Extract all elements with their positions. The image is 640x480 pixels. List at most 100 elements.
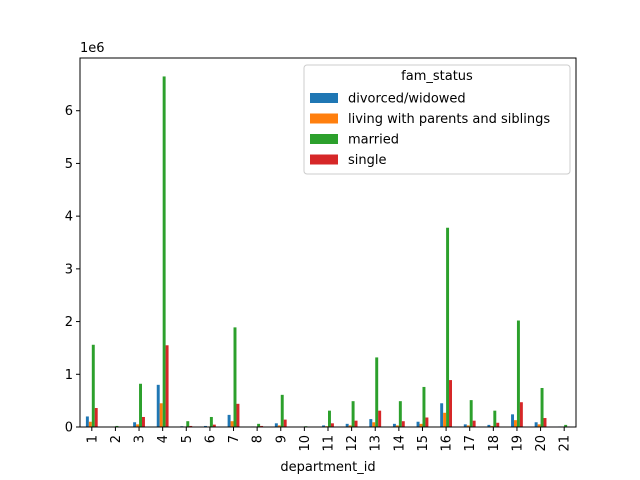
x-tick-label: 15: [416, 435, 431, 452]
bar-19-married: [516, 320, 520, 427]
bar-6-divorced-widowed: [204, 425, 207, 427]
bar-18-married: [493, 410, 497, 427]
x-tick-label: 19: [510, 435, 525, 452]
bar-3-divorced-widowed: [133, 422, 137, 427]
bar-16-living-with-parents-and-siblings: [443, 412, 447, 427]
legend-item-label: married: [348, 133, 399, 148]
bar-13-divorced-widowed: [369, 419, 373, 427]
legend-swatch: [310, 113, 338, 124]
x-tick-label: 2: [109, 435, 124, 443]
bar-14-married: [398, 401, 402, 427]
x-tick-label: 16: [440, 435, 455, 452]
x-tick-label: 9: [274, 435, 289, 443]
bar-11-single: [330, 423, 334, 427]
bar-17-living-with-parents-and-siblings: [466, 425, 470, 427]
bar-1-living-with-parents-and-siblings: [88, 421, 92, 427]
bar-3-single: [142, 416, 145, 427]
legend-box: [303, 64, 571, 175]
bar-16-single: [449, 380, 452, 427]
y-tick-label: 2: [65, 315, 73, 330]
bar-14-single: [401, 421, 405, 427]
x-tick-label: 8: [251, 435, 266, 443]
bar-12-living-with-parents-and-siblings: [348, 425, 352, 427]
bar-13-married: [375, 357, 379, 427]
x-tick-label: 21: [558, 435, 573, 452]
bar-20-single: [543, 418, 547, 427]
bar-15-divorced-widowed: [416, 421, 420, 427]
y-tick-label: 1: [65, 368, 73, 383]
y-tick-label: 6: [65, 104, 73, 119]
bar-8-single: [260, 425, 264, 427]
bar-5-single: [189, 425, 193, 427]
bar-4-living-with-parents-and-siblings: [159, 403, 163, 427]
bar-7-divorced-widowed: [227, 414, 231, 427]
bar-17-divorced-widowed: [463, 424, 467, 427]
bar-4-married: [162, 76, 166, 427]
y-axis: 0 1 2 3 4 5 6: [65, 104, 80, 436]
bar-20-married: [540, 387, 544, 427]
y-tick-label: 3: [65, 262, 73, 277]
legend: fam_status divorced/widowed living with p…: [303, 64, 571, 175]
bar-16-divorced-widowed: [440, 403, 444, 427]
bar-9-living-with-parents-and-siblings: [277, 425, 281, 427]
x-tick-label: 6: [203, 435, 218, 443]
legend-item-label: divorced/widowed: [348, 92, 466, 107]
bar-2-married: [115, 425, 119, 427]
bar-7-single: [236, 403, 240, 427]
bar-15-single: [425, 417, 429, 427]
bar-9-single: [283, 419, 287, 427]
y-scale-label: 1e6: [80, 41, 105, 56]
x-axis: 1 2 3 4 5 6 7 8 9 10 11 12 13 14 15 16 17 18 19 20 21: [85, 427, 573, 452]
bar-4-single: [165, 345, 169, 427]
bar-15-living-with-parents-and-siblings: [419, 423, 423, 427]
bar-17-married: [469, 400, 473, 427]
x-tick-label: 11: [322, 435, 337, 452]
bar-1-single: [94, 408, 98, 427]
bar-14-divorced-widowed: [392, 423, 396, 427]
x-tick-label: 3: [133, 435, 148, 443]
legend-swatch: [310, 93, 338, 103]
bar-20-divorced-widowed: [534, 422, 538, 427]
bar-14-living-with-parents-and-siblings: [395, 425, 399, 427]
bar-17-single: [472, 420, 476, 427]
bar-18-divorced-widowed: [487, 424, 491, 427]
x-tick-label: 17: [463, 435, 478, 452]
bar-7-married: [233, 327, 237, 427]
bar-9-divorced-widowed: [274, 423, 278, 427]
legend-items: divorced/widowed living with parents and …: [310, 92, 550, 168]
bar-12-divorced-widowed: [345, 423, 349, 427]
bar-6-married: [209, 416, 213, 427]
bar-19-living-with-parents-and-siblings: [514, 420, 517, 427]
x-tick-label: 10: [298, 435, 313, 452]
bar-13-single: [378, 410, 382, 427]
bar-8-married: [257, 423, 261, 427]
bar-20-living-with-parents-and-siblings: [537, 424, 541, 427]
legend-swatch: [310, 134, 338, 144]
bar-18-single: [496, 422, 500, 427]
bar-6-single: [212, 424, 216, 427]
legend-swatch: [310, 154, 338, 165]
bar-19-divorced-widowed: [511, 414, 514, 427]
bar-12-married: [351, 401, 355, 427]
bar-12-single: [354, 420, 358, 427]
x-tick-label: 12: [345, 435, 360, 452]
bar-3-married: [139, 383, 142, 427]
bar-13-living-with-parents-and-siblings: [372, 422, 376, 427]
y-tick-label: 4: [65, 210, 73, 225]
bar-9-married: [280, 394, 284, 427]
x-tick-label: 5: [180, 435, 195, 443]
bar-19-single: [519, 402, 523, 427]
bars-group: [85, 76, 571, 427]
x-tick-label: 7: [227, 435, 242, 443]
bar-11-divorced-widowed: [322, 425, 326, 427]
y-tick-label: 0: [65, 421, 73, 436]
legend-item-label: living with parents and siblings: [348, 112, 550, 127]
bar-5-married: [186, 421, 190, 427]
bar-16-married: [446, 227, 450, 427]
x-tick-label: 13: [369, 435, 384, 452]
x-tick-label: 18: [487, 435, 502, 452]
legend-title: fam_status: [401, 69, 473, 84]
x-tick-label: 20: [534, 435, 549, 452]
bar-15-married: [422, 386, 426, 427]
